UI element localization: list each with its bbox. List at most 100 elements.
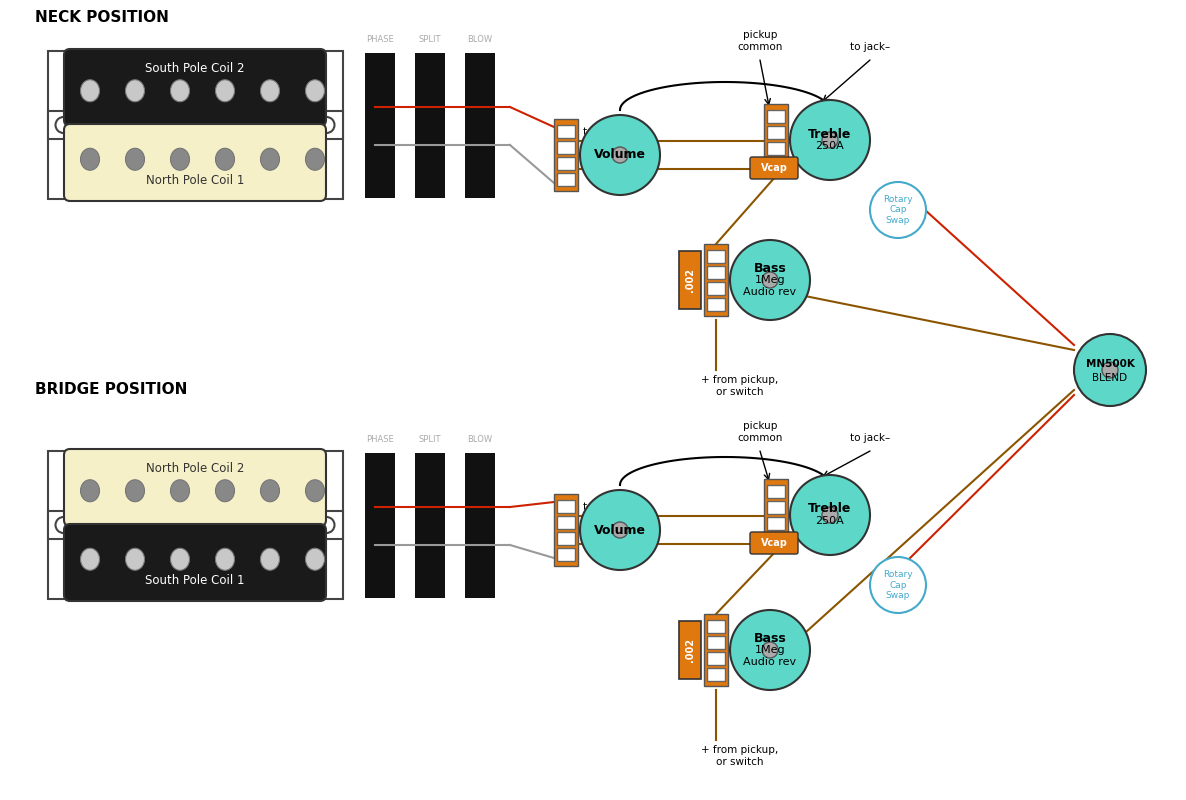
Ellipse shape <box>306 80 325 102</box>
Text: Bass: Bass <box>753 631 786 645</box>
Text: Bass: Bass <box>753 262 786 274</box>
Bar <box>557 141 575 154</box>
Circle shape <box>580 490 659 570</box>
Bar <box>767 126 785 139</box>
Text: North Pole Coil 1: North Pole Coil 1 <box>146 174 244 187</box>
FancyBboxPatch shape <box>64 524 326 601</box>
Bar <box>365 53 395 198</box>
Bar <box>557 173 575 186</box>
Ellipse shape <box>81 148 100 170</box>
Bar <box>767 110 785 123</box>
Bar <box>47 51 343 199</box>
Text: BLOW: BLOW <box>467 435 492 445</box>
Text: Audio rev: Audio rev <box>744 657 797 667</box>
Bar <box>707 266 725 279</box>
Circle shape <box>731 610 810 690</box>
Text: pickup
common: pickup common <box>738 422 783 443</box>
Bar <box>311 111 343 139</box>
Bar <box>704 244 728 316</box>
Text: 250A: 250A <box>816 516 844 526</box>
Text: Treble: Treble <box>809 127 852 141</box>
Text: PHASE: PHASE <box>366 35 394 45</box>
Circle shape <box>761 272 778 288</box>
Bar <box>557 516 575 529</box>
Text: to jack+: to jack+ <box>584 502 626 512</box>
Text: NECK POSITION: NECK POSITION <box>36 10 168 26</box>
Bar <box>465 453 495 598</box>
Ellipse shape <box>126 80 145 102</box>
Circle shape <box>580 115 659 195</box>
Bar <box>767 501 785 514</box>
Bar <box>465 53 495 198</box>
Bar <box>767 158 785 171</box>
Circle shape <box>790 475 871 555</box>
Text: to jack–: to jack– <box>850 42 891 52</box>
Bar <box>47 111 79 139</box>
Circle shape <box>822 507 839 523</box>
Circle shape <box>612 522 629 538</box>
Bar <box>557 548 575 561</box>
Text: MN500K: MN500K <box>1085 359 1135 369</box>
Ellipse shape <box>216 80 235 102</box>
Ellipse shape <box>216 480 235 502</box>
Bar <box>707 282 725 295</box>
Text: BLOW: BLOW <box>467 35 492 45</box>
Text: BRIDGE POSITION: BRIDGE POSITION <box>36 382 187 398</box>
Bar <box>707 652 725 665</box>
Ellipse shape <box>306 480 325 502</box>
Ellipse shape <box>171 80 190 102</box>
Ellipse shape <box>306 148 325 170</box>
Bar <box>767 142 785 155</box>
Bar <box>415 453 445 598</box>
Bar <box>767 517 785 530</box>
Text: 1Meg: 1Meg <box>754 275 785 285</box>
Text: Rotary
Cap
Swap: Rotary Cap Swap <box>884 570 913 600</box>
Bar <box>557 125 575 138</box>
Text: .002: .002 <box>686 638 695 662</box>
Circle shape <box>56 117 71 133</box>
Ellipse shape <box>261 480 280 502</box>
Text: Vcap: Vcap <box>760 163 788 173</box>
Bar <box>767 533 785 546</box>
Ellipse shape <box>81 548 100 570</box>
Text: .002: .002 <box>686 268 695 292</box>
Ellipse shape <box>81 80 100 102</box>
Bar <box>767 485 785 498</box>
Circle shape <box>871 557 926 613</box>
Bar <box>680 621 701 679</box>
Circle shape <box>1075 334 1146 406</box>
Text: + from pickup,
or switch: + from pickup, or switch <box>701 375 779 397</box>
Circle shape <box>56 517 71 533</box>
Circle shape <box>822 132 839 148</box>
Circle shape <box>319 117 334 133</box>
Text: North Pole Coil 2: North Pole Coil 2 <box>146 462 244 475</box>
Circle shape <box>790 100 871 180</box>
Ellipse shape <box>171 548 190 570</box>
Text: pickup
common: pickup common <box>738 30 783 52</box>
Bar <box>415 53 445 198</box>
Ellipse shape <box>81 480 100 502</box>
Bar <box>680 251 701 309</box>
Ellipse shape <box>171 148 190 170</box>
Ellipse shape <box>171 480 190 502</box>
Bar <box>707 298 725 311</box>
Bar <box>764 104 788 176</box>
Text: 250A: 250A <box>816 141 844 151</box>
FancyBboxPatch shape <box>750 532 798 554</box>
Bar <box>554 494 578 566</box>
Circle shape <box>731 240 810 320</box>
Text: South Pole Coil 1: South Pole Coil 1 <box>145 574 244 587</box>
Text: South Pole Coil 2: South Pole Coil 2 <box>145 62 244 75</box>
Circle shape <box>319 517 334 533</box>
Bar <box>707 668 725 681</box>
Bar <box>47 451 343 599</box>
Circle shape <box>871 182 926 238</box>
Ellipse shape <box>216 548 235 570</box>
Circle shape <box>612 147 629 163</box>
Ellipse shape <box>126 148 145 170</box>
Ellipse shape <box>216 148 235 170</box>
Text: to jack+: to jack+ <box>584 127 626 137</box>
Text: Treble: Treble <box>809 502 852 515</box>
Ellipse shape <box>306 548 325 570</box>
Bar <box>707 636 725 649</box>
